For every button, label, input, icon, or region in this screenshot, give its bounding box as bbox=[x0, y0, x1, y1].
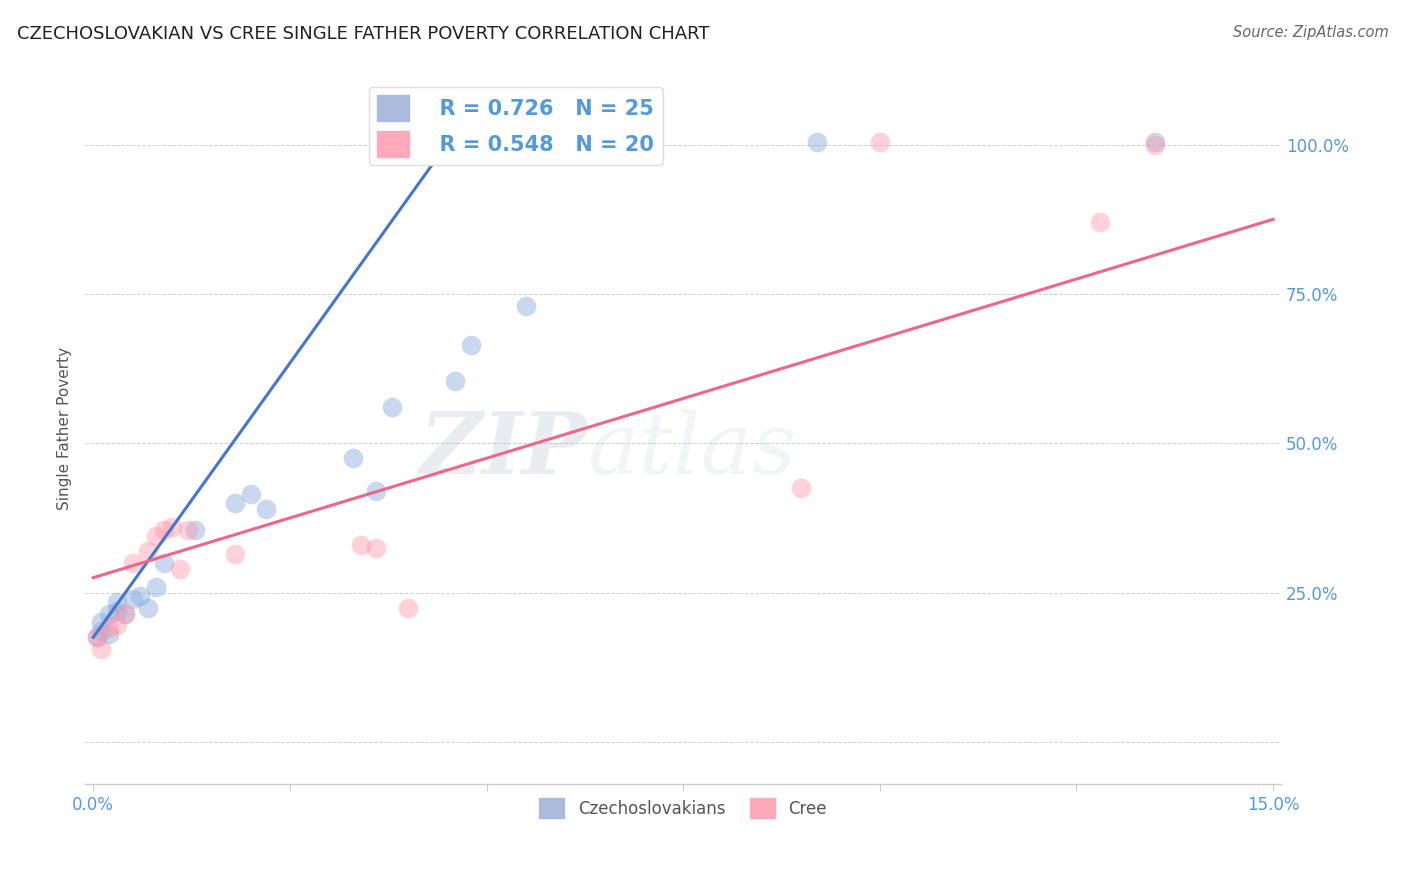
Point bbox=[86, 631, 108, 645]
Point bbox=[806, 135, 828, 149]
Point bbox=[98, 627, 121, 641]
Point bbox=[790, 481, 813, 495]
Point bbox=[366, 541, 388, 555]
Text: CZECHOSLOVAKIAN VS CREE SINGLE FATHER POVERTY CORRELATION CHART: CZECHOSLOVAKIAN VS CREE SINGLE FATHER PO… bbox=[17, 25, 710, 43]
Point bbox=[176, 523, 198, 537]
Point bbox=[114, 607, 136, 621]
Point bbox=[444, 374, 467, 388]
Point bbox=[239, 487, 262, 501]
Text: ZIP: ZIP bbox=[419, 408, 588, 491]
Point bbox=[90, 642, 112, 657]
Point bbox=[105, 594, 128, 608]
Point bbox=[169, 562, 191, 576]
Legend: Czechoslovakians, Cree: Czechoslovakians, Cree bbox=[533, 791, 834, 825]
Point bbox=[342, 451, 364, 466]
Text: atlas: atlas bbox=[588, 409, 797, 491]
Point bbox=[869, 135, 891, 149]
Point bbox=[515, 299, 537, 313]
Point bbox=[160, 520, 183, 534]
Text: Source: ZipAtlas.com: Source: ZipAtlas.com bbox=[1233, 25, 1389, 40]
Point bbox=[224, 547, 246, 561]
Point bbox=[121, 556, 143, 570]
Point bbox=[105, 618, 128, 632]
Point bbox=[396, 600, 419, 615]
Point bbox=[145, 580, 167, 594]
Point bbox=[129, 589, 152, 603]
Point bbox=[105, 603, 128, 617]
Point bbox=[114, 607, 136, 621]
Point bbox=[90, 624, 112, 639]
Point bbox=[1088, 215, 1111, 229]
Point bbox=[366, 484, 388, 499]
Point bbox=[136, 543, 159, 558]
Point bbox=[1144, 137, 1167, 152]
Point bbox=[184, 523, 207, 537]
Point bbox=[121, 591, 143, 606]
Point bbox=[350, 538, 373, 552]
Point bbox=[98, 607, 121, 621]
Point bbox=[153, 523, 176, 537]
Point bbox=[153, 556, 176, 570]
Point bbox=[145, 529, 167, 543]
Point bbox=[254, 502, 277, 516]
Y-axis label: Single Father Poverty: Single Father Poverty bbox=[58, 347, 72, 510]
Point bbox=[90, 615, 112, 630]
Point bbox=[224, 496, 246, 510]
Point bbox=[460, 337, 482, 351]
Point bbox=[1144, 135, 1167, 149]
Point bbox=[136, 600, 159, 615]
Point bbox=[381, 401, 404, 415]
Point bbox=[98, 622, 121, 636]
Point bbox=[86, 631, 108, 645]
